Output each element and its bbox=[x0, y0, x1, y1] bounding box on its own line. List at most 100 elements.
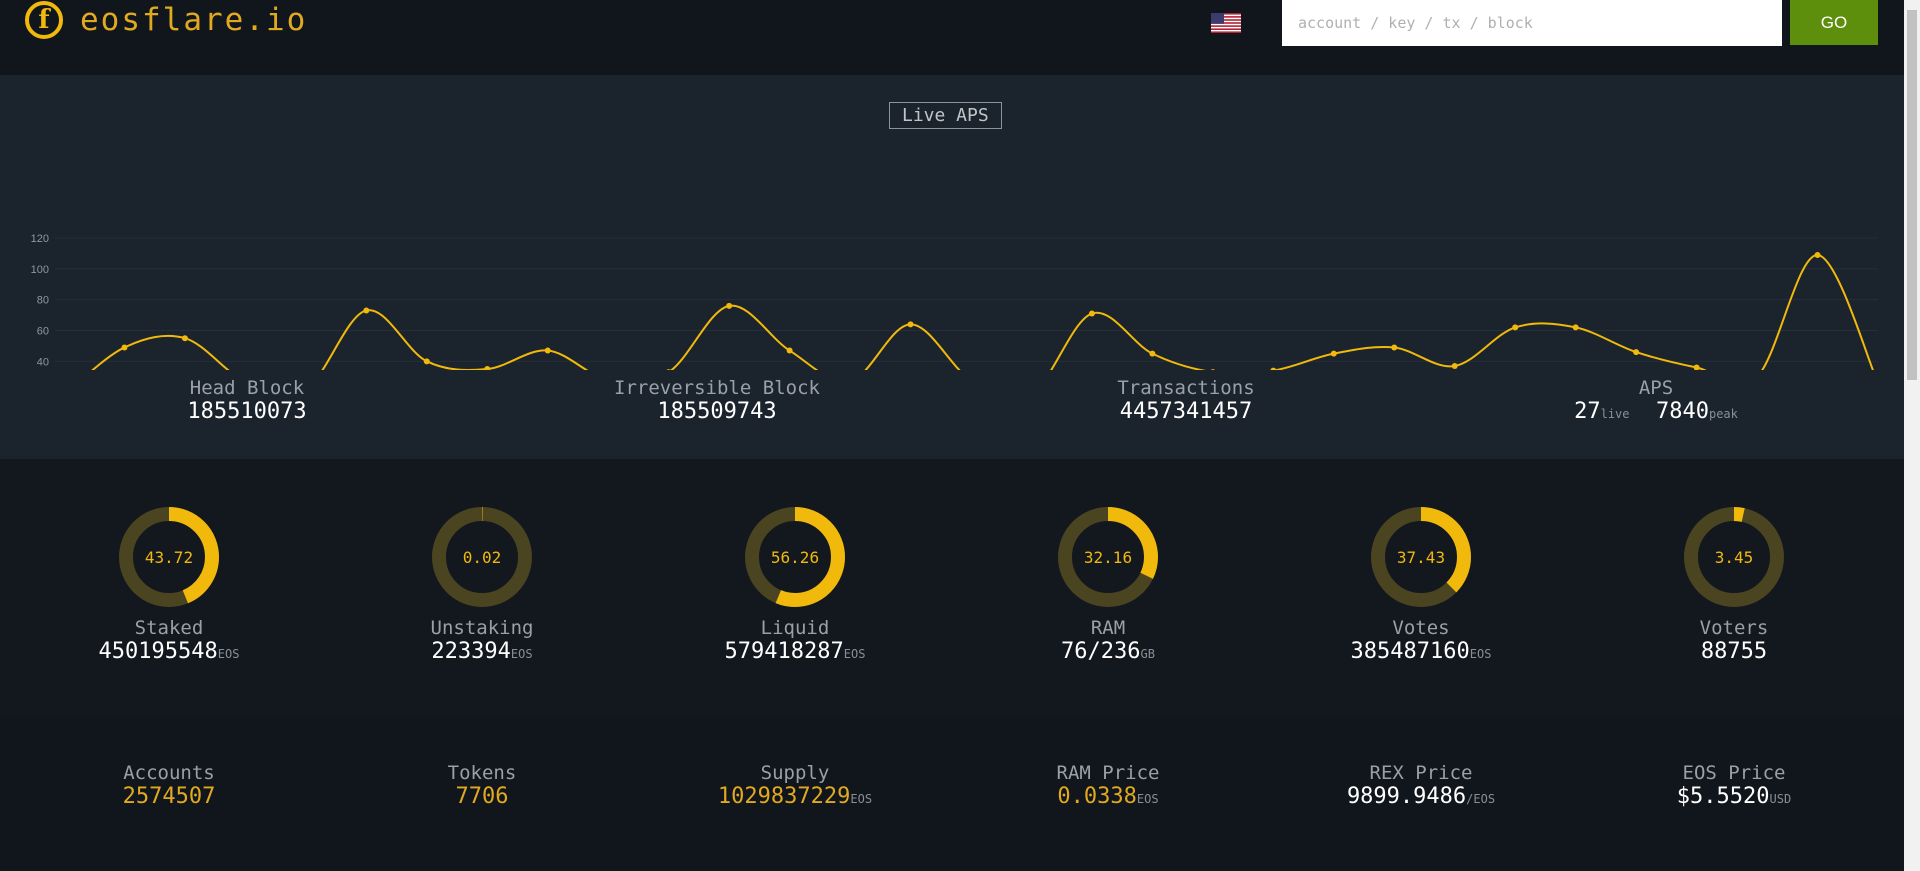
head-block-label: Head Block bbox=[189, 377, 305, 399]
aps-data-point bbox=[544, 347, 551, 354]
aps-value: 27live 7840peak bbox=[1506, 399, 1806, 427]
donut-arc bbox=[1058, 507, 1158, 607]
unstaking-amount: 223394 bbox=[431, 639, 511, 664]
liquid-unit: EOS bbox=[843, 647, 866, 661]
donut-arc bbox=[1371, 507, 1471, 607]
ram-price-stat: RAM Price 0.0338EOS bbox=[958, 762, 1258, 812]
unstaking-donut-chart: 0.02 bbox=[432, 507, 532, 607]
liquid-amount: 579418287 bbox=[724, 639, 844, 664]
y-tick-label: 80 bbox=[37, 295, 49, 307]
ram-donut: 32.16 RAM 76/236GB bbox=[958, 505, 1258, 667]
staked-pct: 43.72 bbox=[145, 548, 193, 567]
accounts-label: Accounts bbox=[123, 762, 215, 784]
donut-arc bbox=[745, 507, 845, 607]
supply-unit: EOS bbox=[850, 792, 873, 806]
y-tick-label: 100 bbox=[31, 264, 49, 276]
voters-amount: 88755 bbox=[1700, 639, 1768, 664]
ram-unit: GB bbox=[1140, 647, 1155, 661]
eos-price-unit: USD bbox=[1769, 792, 1792, 806]
search-input[interactable] bbox=[1282, 0, 1782, 46]
transactions-value: 4457341457 bbox=[1119, 399, 1253, 424]
aps-data-point bbox=[1633, 349, 1640, 356]
y-tick-label: 40 bbox=[37, 356, 49, 368]
staked-amount: 450195548 bbox=[98, 639, 218, 664]
liquid-label: Liquid bbox=[760, 617, 830, 639]
transactions-stat: Transactions 4457341457 bbox=[1036, 377, 1336, 425]
aps-data-point bbox=[1391, 344, 1398, 351]
liquid-pct: 56.26 bbox=[771, 548, 819, 567]
ram-price-label: RAM Price bbox=[1056, 762, 1160, 784]
staked-donut: 43.72 Staked 450195548EOS bbox=[19, 505, 319, 667]
head-block-stat: Head Block 185510073 bbox=[97, 377, 397, 425]
aps-data-point bbox=[1270, 367, 1277, 370]
page-scrollbar[interactable] bbox=[1904, 0, 1920, 871]
eos-price-label: EOS Price bbox=[1682, 762, 1786, 784]
staked-label: Staked bbox=[134, 617, 204, 639]
aps-stat: APS 27live 7840peak bbox=[1506, 377, 1806, 427]
rex-price-amount: 9899.9486 bbox=[1346, 784, 1467, 809]
logo-text[interactable]: eosflare.io bbox=[80, 2, 308, 38]
supply-amount[interactable]: 1029837229 bbox=[717, 784, 851, 809]
supply-label: Supply bbox=[760, 762, 830, 784]
accounts-value[interactable]: 2574507 bbox=[122, 784, 216, 809]
aps-data-point bbox=[363, 307, 370, 314]
aps-data-point bbox=[423, 358, 430, 365]
aps-peak-value: 7840 bbox=[1656, 399, 1709, 424]
votes-label: Votes bbox=[1392, 617, 1450, 639]
go-button[interactable]: GO bbox=[1790, 0, 1878, 45]
ram-label: RAM bbox=[1090, 617, 1126, 639]
y-tick-label: 60 bbox=[37, 326, 49, 338]
irreversible-block-label: Irreversible Block bbox=[614, 377, 820, 399]
votes-donut: 37.43 Votes 385487160EOS bbox=[1271, 505, 1571, 667]
donut-arc bbox=[432, 507, 532, 607]
aps-live-suffix: live bbox=[1600, 407, 1630, 421]
tokens-label: Tokens bbox=[447, 762, 517, 784]
scrollbar-thumb[interactable] bbox=[1907, 10, 1917, 380]
aps-data-point bbox=[1210, 369, 1215, 370]
irreversible-block-value[interactable]: 185509743 bbox=[657, 399, 777, 424]
eos-price-stat: EOS Price $5.5520USD bbox=[1584, 762, 1884, 812]
rex-price-stat: REX Price 9899.9486/EOS bbox=[1271, 762, 1571, 812]
staked-value: 450195548EOS bbox=[19, 639, 319, 667]
transactions-label: Transactions bbox=[1117, 377, 1255, 399]
ram-donut-chart: 32.16 bbox=[1058, 507, 1158, 607]
ram-price-amount[interactable]: 0.0338 bbox=[1057, 784, 1137, 809]
supply-value[interactable]: 1029837229EOS bbox=[645, 784, 945, 812]
donut-arc bbox=[119, 507, 219, 607]
aps-data-point bbox=[181, 335, 188, 342]
live-aps-title: Live APS bbox=[889, 102, 1002, 129]
tokens-stat: Tokens 7706 bbox=[332, 762, 632, 810]
aps-series-line bbox=[91, 253, 1874, 370]
accounts-stat: Accounts 2574507 bbox=[19, 762, 319, 810]
market-stats-section: Accounts 2574507 Tokens 7706 Supply 1029… bbox=[0, 716, 1904, 871]
staked-donut-chart: 43.72 bbox=[119, 507, 219, 607]
ram-price-unit: EOS bbox=[1136, 792, 1159, 806]
aps-data-point bbox=[726, 302, 733, 309]
unstaking-value: 223394EOS bbox=[332, 639, 632, 667]
aps-data-point bbox=[1693, 364, 1700, 370]
liquid-donut: 56.26 Liquid 579418287EOS bbox=[645, 505, 945, 667]
voters-value: 88755 bbox=[1584, 639, 1884, 667]
rex-price-value: 9899.9486/EOS bbox=[1271, 784, 1571, 812]
aps-data-point bbox=[484, 366, 491, 370]
rex-price-label: REX Price bbox=[1369, 762, 1473, 784]
votes-amount: 385487160 bbox=[1350, 639, 1470, 664]
aps-label: APS bbox=[1638, 377, 1674, 399]
tokens-value[interactable]: 7706 bbox=[455, 784, 509, 809]
aps-data-point bbox=[1088, 310, 1095, 317]
votes-donut-chart: 37.43 bbox=[1371, 507, 1471, 607]
head-block-value[interactable]: 185510073 bbox=[187, 399, 307, 424]
aps-data-point bbox=[1451, 362, 1458, 369]
aps-data-point bbox=[1330, 350, 1337, 357]
aps-data-point bbox=[786, 347, 793, 354]
logo-icon[interactable]: f bbox=[25, 1, 63, 39]
y-tick-label: 120 bbox=[31, 233, 49, 245]
us-flag-icon[interactable] bbox=[1211, 13, 1241, 33]
ram-pct: 32.16 bbox=[1084, 548, 1132, 567]
ram-price-value[interactable]: 0.0338EOS bbox=[958, 784, 1258, 812]
eos-price-amount: $5.5520 bbox=[1676, 784, 1770, 809]
aps-data-point bbox=[1512, 324, 1519, 331]
ram-amount: 76/236 bbox=[1061, 639, 1141, 664]
supply-stat: Supply 1029837229EOS bbox=[645, 762, 945, 812]
voters-pct: 3.45 bbox=[1715, 548, 1754, 567]
